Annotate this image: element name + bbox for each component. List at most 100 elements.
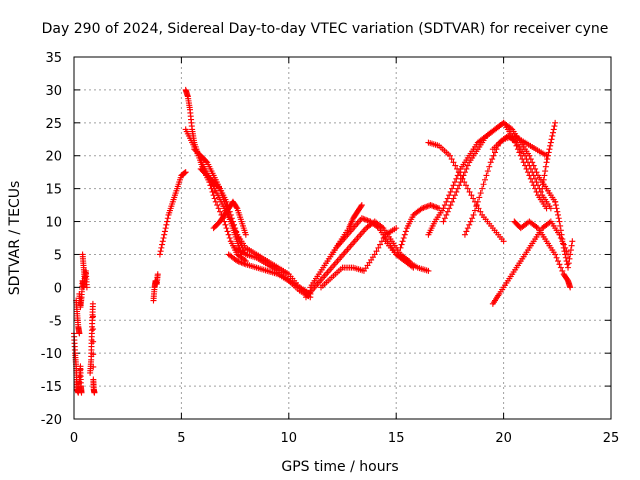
data-point [398,241,405,248]
plot-frame [73,56,612,420]
x-tick-label: 5 [177,431,185,446]
data-point [399,238,406,245]
y-tick-label: 0 [54,281,62,296]
data-point [203,158,210,165]
data-point [223,225,230,232]
data-point [489,156,496,163]
data-point [544,156,551,163]
data-point [484,168,491,175]
data-point [483,172,490,179]
data-point [161,228,168,235]
data-point [451,192,458,199]
data-point [546,219,553,226]
y-tick-label: 20 [45,150,62,165]
data-point [480,181,487,188]
data-point [91,389,98,396]
series-late-e [489,218,572,307]
data-point [358,202,365,209]
data-point [557,264,564,271]
data-point [358,203,365,210]
data-point [448,156,455,163]
data-point [233,204,240,211]
data-point [533,224,540,231]
y-tick-label: 25 [45,117,62,132]
data-point [453,175,460,182]
data-point [566,255,573,262]
data-point [159,238,166,245]
data-point [550,126,557,133]
data-point [526,162,533,169]
data-point [182,169,189,176]
data-point [76,330,83,337]
data-point [569,238,576,245]
data-point [561,248,568,255]
y-tick-labels: -20 -15 -10 -5 0 5 10 15 20 25 30 35 [41,51,62,428]
x-tick-label: 25 [603,431,620,446]
data-point [164,215,171,222]
data-point [89,300,96,307]
data-point [457,179,464,186]
data-point [466,188,473,195]
data-point [211,195,218,202]
data-point [469,215,476,222]
data-point [449,185,456,192]
data-points [71,86,576,396]
data-point [549,132,556,139]
data-point [451,179,458,186]
data-point [214,202,221,209]
y-tick-label: -20 [41,413,62,428]
data-point [449,198,456,205]
data-point [553,254,560,261]
y-tick-label: -5 [49,314,62,329]
data-point [543,159,550,166]
data-point [463,165,470,172]
gridlines [74,57,611,419]
data-point [486,163,493,170]
data-point [162,225,169,232]
data-point [444,208,451,215]
data-point [507,125,514,132]
y-tick-label: -15 [41,380,62,395]
series-rise-2 [156,169,189,258]
data-point [564,261,571,268]
data-point [487,159,494,166]
data-point [464,225,471,232]
data-point [158,244,165,251]
data-point [567,247,574,254]
series-mid-f [397,202,443,251]
data-point [527,165,534,172]
data-point [446,205,453,212]
data-point [464,185,471,192]
series-decay-c [197,165,245,258]
data-point [461,231,468,238]
data-point [90,363,97,370]
data-point [555,215,562,222]
data-point [559,267,566,274]
data-point [556,218,563,225]
data-point [463,182,470,189]
data-point [401,231,408,238]
data-point [512,138,519,145]
data-point [425,267,432,274]
data-point [557,227,564,234]
data-point [454,185,461,192]
data-point [474,198,481,205]
data-point [548,136,555,143]
data-point [447,202,454,209]
data-point [556,261,563,268]
data-point [555,258,562,265]
data-point [546,146,553,153]
data-point [157,248,164,255]
y-tick-label: 35 [45,51,62,66]
data-point [446,192,453,199]
data-point [453,188,460,195]
data-point [446,152,453,159]
data-point [90,351,97,358]
data-point [440,218,447,225]
data-point [555,211,562,218]
data-point [443,211,450,218]
data-point [215,205,222,212]
data-point [161,231,168,238]
series-late-c [440,119,559,225]
